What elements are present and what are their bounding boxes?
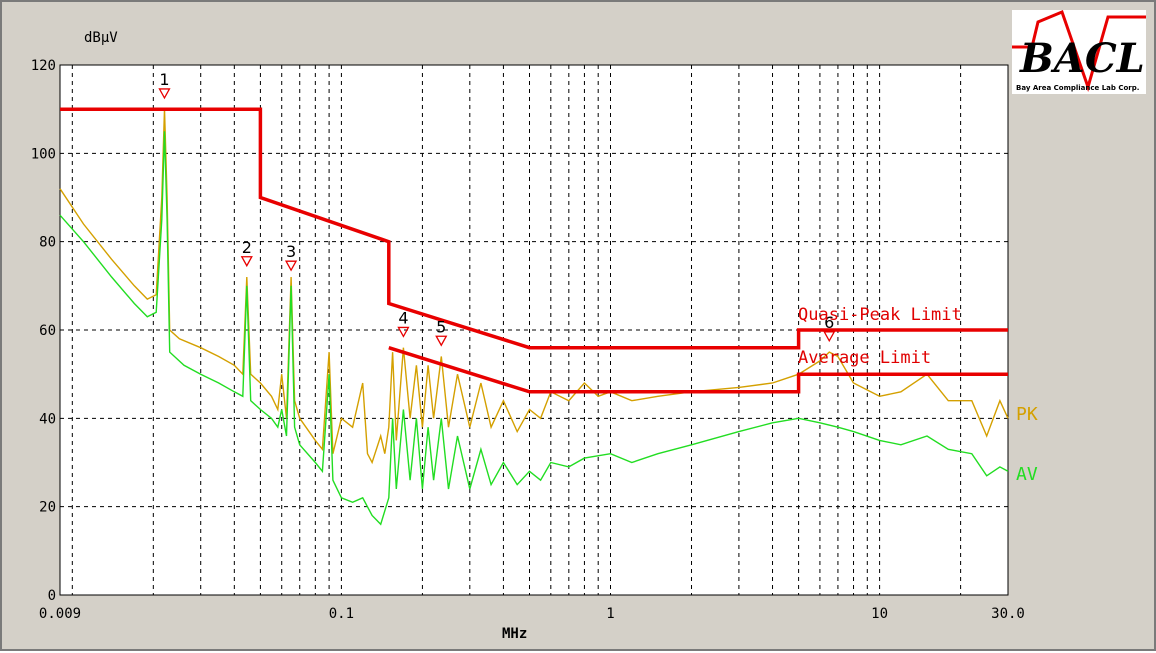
av-series-label: AV: [1016, 464, 1038, 485]
axes: 0 20 40 60 80 100 120 0.009 0.1 1 10 30.0: [31, 58, 1025, 622]
marker-5-icon: [435, 335, 448, 347]
series-quasi-peak-limit: [60, 107, 1008, 350]
series-av: [59, 131, 1009, 526]
x-tick-label: 1: [606, 606, 614, 622]
y-axis-label: dBμV: [84, 30, 118, 46]
logo-text: BACL: [1019, 35, 1145, 82]
average-limit-label: Average Limit: [798, 348, 931, 368]
pk-series-label: PK: [1016, 404, 1038, 425]
x-axis-label: MHz: [502, 626, 527, 642]
x-tick-label: 30.0: [991, 606, 1025, 622]
y-tick-label: 40: [39, 411, 56, 427]
marker-4-icon: [397, 326, 410, 338]
marker-label: 1: [159, 70, 169, 89]
marker-label: 5: [436, 317, 446, 336]
y-tick-label: 100: [31, 146, 56, 162]
series-average-limit: [388, 346, 1008, 394]
marker-label: 3: [286, 242, 296, 261]
series-group: [59, 107, 1009, 526]
quasi-peak-limit-label: Quasi-Peak Limit: [798, 305, 962, 325]
marker-2-icon: [240, 256, 253, 268]
logo-background: [1012, 10, 1146, 94]
y-tick-label: 80: [39, 235, 56, 251]
x-tick-label: 0.009: [39, 606, 81, 622]
x-tick-label: 10: [871, 606, 888, 622]
marker-6-icon: [823, 331, 836, 343]
y-tick-label: 0: [48, 588, 56, 604]
marker-group: 1 2 3 4 5 6: [158, 70, 836, 347]
marker-3-icon: [284, 260, 298, 272]
marker-label: 2: [242, 238, 252, 257]
logo-subtitle: Bay Area Compliance Lab Corp.: [1016, 84, 1139, 92]
x-tick-label: 0.1: [329, 606, 354, 622]
marker-1-icon: [158, 88, 171, 100]
y-tick-label: 60: [39, 323, 56, 339]
bacl-logo: BACL Bay Area Compliance Lab Corp.: [1012, 10, 1146, 94]
y-tick-label: 120: [31, 58, 56, 74]
marker-label: 4: [398, 308, 408, 327]
y-tick-label: 20: [39, 500, 56, 516]
logo-waveform-icon: [1012, 10, 1146, 92]
series-pk: [59, 109, 1009, 465]
marker-label: 6: [824, 313, 834, 332]
